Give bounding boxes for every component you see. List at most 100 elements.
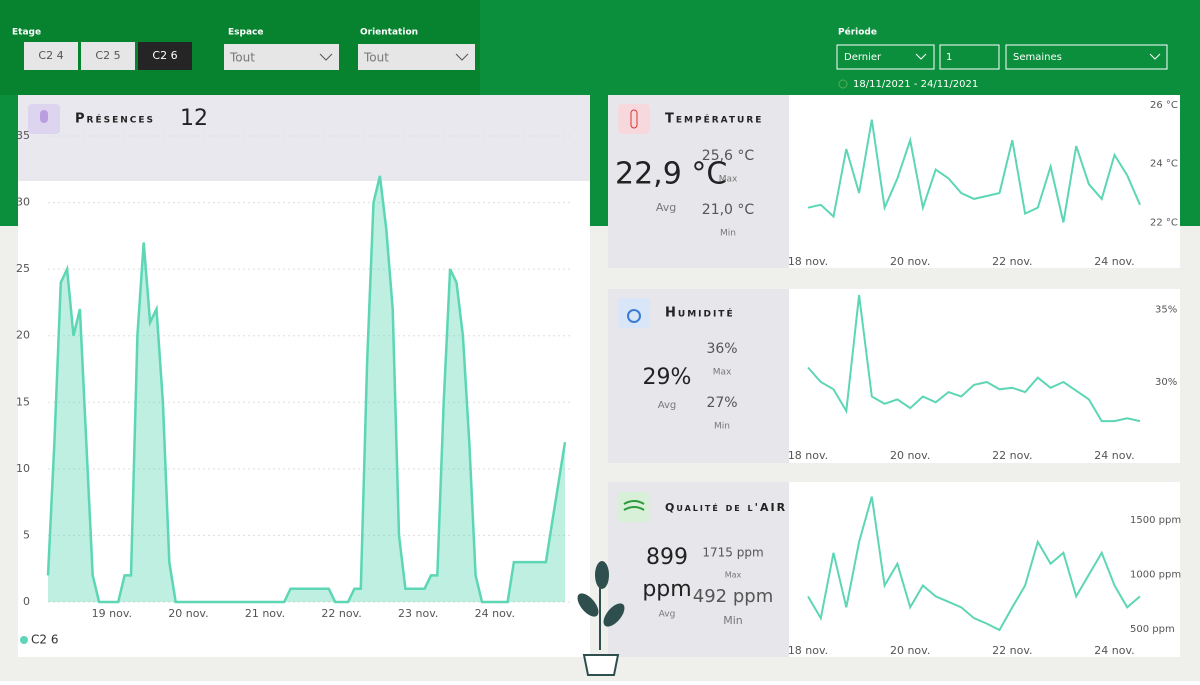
x-tick-label: 22 nov. [992, 255, 1032, 268]
kpi-label: Min [720, 229, 736, 239]
kpi-max: 36% [706, 341, 737, 357]
x-tick-label: 23 nov. [398, 607, 438, 620]
line [807, 294, 1141, 423]
icon [618, 298, 650, 328]
kpi-min: 492 ppm [693, 586, 773, 607]
filter-label: Etage [12, 28, 41, 38]
x-tick-label: 22 nov. [992, 644, 1032, 657]
dropdown[interactable] [358, 44, 475, 70]
filter-label: Période [838, 27, 877, 38]
floor-button[interactable] [24, 42, 78, 70]
presence-count: 12 [180, 106, 208, 131]
floor-button[interactable] [138, 42, 192, 70]
x-tick-label: 20 nov. [168, 607, 208, 620]
x-tick-label: 20 nov. [890, 449, 930, 462]
y-tick-label: 1500 ppm [1130, 515, 1181, 526]
y-tick-label: 15 [16, 395, 30, 408]
dropdown-value: Tout [229, 51, 255, 65]
x-tick-label: 24 nov. [1094, 449, 1134, 462]
y-tick-label: 30% [1155, 377, 1177, 388]
legend-marker [20, 636, 28, 644]
filter-label: Espace [228, 28, 263, 38]
chevron [915, 53, 927, 60]
legend-label: C2 6 [31, 633, 58, 647]
area [48, 175, 565, 602]
x-tick-label: 24 nov. [1094, 255, 1134, 268]
card-title: Présences [75, 112, 155, 127]
kpi-label: Min [723, 614, 743, 627]
y-tick-label: 0 [23, 595, 30, 608]
y-tick-label: 10 [16, 462, 30, 475]
kpi-label: Max [719, 175, 738, 185]
kpi-label: Avg [658, 400, 677, 411]
date-range: 18/11/2021 - 24/11/2021 [853, 79, 978, 90]
floor-button-label: C2 6 [152, 49, 177, 62]
chevron [319, 53, 333, 61]
x-tick-label: 22 nov. [321, 607, 361, 620]
y-tick-label: 26 °C [1150, 100, 1178, 111]
dropdown-value: Semaines [1013, 52, 1062, 63]
y-tick-label: 30 [16, 196, 30, 209]
x-tick-label: 24 nov. [475, 607, 515, 620]
kpi-min: 27% [706, 395, 737, 411]
plant-leaf [603, 603, 625, 627]
kpi-label: Avg [656, 201, 676, 214]
x-tick-label: 20 nov. [890, 255, 930, 268]
card-title: Qualité de l'AIR [665, 501, 787, 514]
card-header [18, 95, 590, 181]
kpi-avg: 899 [646, 545, 688, 570]
plant-leaf [577, 593, 599, 617]
kpi-avg-unit: ppm [642, 577, 691, 602]
kpi-avg: 22,9 °C [615, 157, 727, 192]
chevron [1149, 53, 1161, 60]
x-tick-label: 22 nov. [992, 449, 1032, 462]
kpi-label: Min [714, 422, 730, 432]
x-tick-label: 18 nov. [788, 255, 828, 268]
input-value: 1 [946, 52, 952, 63]
x-tick-label: 20 nov. [890, 644, 930, 657]
kpi-max: 25,6 °C [702, 148, 755, 164]
plant-pot [582, 654, 620, 676]
kpi-label: Max [713, 368, 732, 378]
kpi-label: Max [725, 571, 742, 580]
filter-label: Orientation [360, 28, 418, 38]
y-tick-label: 500 ppm [1130, 624, 1175, 635]
plant-leaf [595, 561, 609, 589]
line [46, 175, 567, 604]
thermo-icon [630, 109, 638, 129]
y-tick-label: 25 [16, 262, 30, 275]
kpi-max: 1715 ppm [702, 546, 763, 560]
y-tick-label: 5 [23, 528, 30, 541]
x-tick-label: 24 nov. [1094, 644, 1134, 657]
chevron [455, 53, 469, 61]
floor-button[interactable] [81, 42, 135, 70]
y-tick-label: 35% [1155, 305, 1177, 316]
floor-button-label: C2 4 [38, 49, 63, 62]
x-tick-label: 19 nov. [92, 607, 132, 620]
kpi-avg: 29% [643, 365, 692, 390]
dropdown-value: Dernier [844, 52, 882, 63]
x-tick-label: 18 nov. [788, 449, 828, 462]
x-tick-label: 21 nov. [245, 607, 285, 620]
input[interactable] [939, 44, 1000, 70]
calendar-icon [838, 79, 848, 89]
line [807, 496, 1141, 632]
floor-button-label: C2 5 [95, 49, 120, 62]
drop-icon [627, 309, 641, 323]
x-tick-label: 18 nov. [788, 644, 828, 657]
card [18, 95, 590, 657]
y-tick-label: 20 [16, 329, 30, 342]
dropdown[interactable] [836, 44, 935, 70]
kpi-min: 21,0 °C [702, 202, 755, 218]
dropdown[interactable] [1005, 44, 1168, 70]
dropdown-value: Tout [363, 51, 389, 65]
dropdown[interactable] [224, 44, 339, 70]
line [807, 119, 1141, 223]
kpi-label: Avg [659, 610, 676, 620]
wind-icon [623, 500, 645, 511]
y-tick-label: 1000 ppm [1130, 570, 1181, 581]
card-title: Humidité [665, 306, 735, 321]
icon [618, 104, 650, 134]
y-tick-label: 22 °C [1150, 217, 1178, 228]
